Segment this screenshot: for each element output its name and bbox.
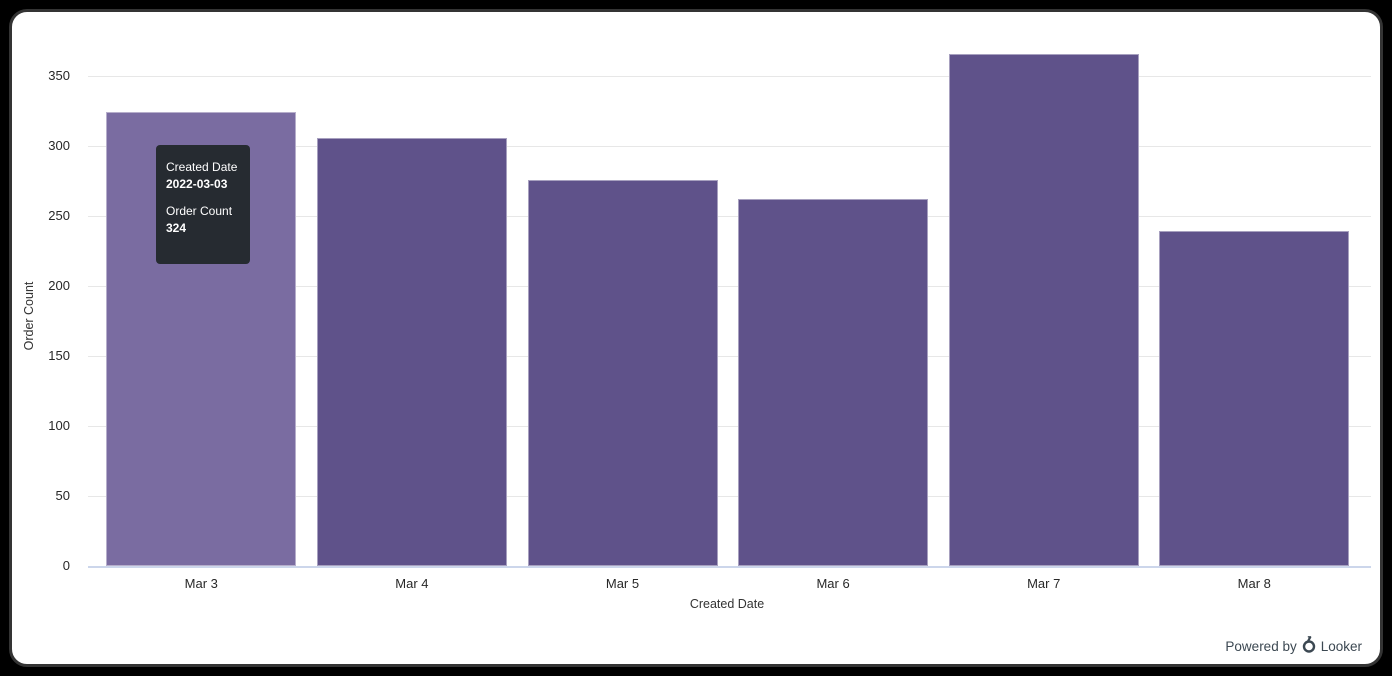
y-axis-tick-label: 200 — [48, 278, 70, 293]
y-axis-tick-label: 100 — [48, 418, 70, 433]
y-axis-tick-label: 0 — [62, 558, 70, 573]
x-axis-line — [88, 566, 1371, 568]
tooltip-dimension-label: Created Date — [166, 160, 238, 174]
y-axis-tick-label: 350 — [48, 68, 70, 83]
column-bar-mar-5[interactable] — [527, 179, 718, 566]
y-axis-title: Order Count — [22, 281, 36, 351]
x-axis-label: Mar 5 — [605, 576, 640, 591]
tooltip-measure-value: 324 — [166, 221, 187, 236]
x-axis-label: Mar 4 — [395, 576, 429, 591]
x-axis-label: Mar 6 — [816, 576, 850, 591]
column-bar-mar-4[interactable] — [316, 137, 507, 566]
column-bar-mar-8[interactable] — [1159, 231, 1350, 566]
y-gridline — [88, 426, 1371, 427]
tooltip-measure-label: Order Count — [166, 203, 233, 218]
powered-by-text: Powered by — [1225, 638, 1297, 654]
x-axis-label: Mar 7 — [1027, 576, 1061, 591]
y-gridline — [88, 286, 1371, 287]
x-axis-label: Mar 3 — [184, 576, 218, 591]
tooltip: Created Date 2022-03-03 Order Count 324 — [156, 145, 250, 264]
looker-logo-icon — [1302, 636, 1316, 656]
y-gridline — [88, 356, 1371, 357]
brand-text: Looker — [1320, 638, 1362, 654]
x-axis-label: Mar 8 — [1237, 576, 1271, 591]
y-gridline — [88, 216, 1371, 217]
y-gridline — [88, 496, 1371, 497]
y-axis-tick-label: 250 — [48, 208, 70, 223]
tooltip-dimension-value: 2022-03-03 — [166, 177, 228, 192]
powered-by-looker-link[interactable]: Powered by Looker — [1225, 636, 1362, 656]
y-axis-tick-label: 300 — [48, 138, 70, 153]
y-axis-tick-label: 50 — [55, 488, 70, 503]
column-bar-mar-7[interactable] — [948, 53, 1139, 566]
x-axis-title: Created Date — [689, 597, 765, 611]
y-gridline — [88, 146, 1371, 147]
y-gridline — [88, 76, 1371, 77]
y-axis-tick-label: 150 — [48, 348, 70, 363]
column-bar-mar-6[interactable] — [738, 199, 929, 566]
